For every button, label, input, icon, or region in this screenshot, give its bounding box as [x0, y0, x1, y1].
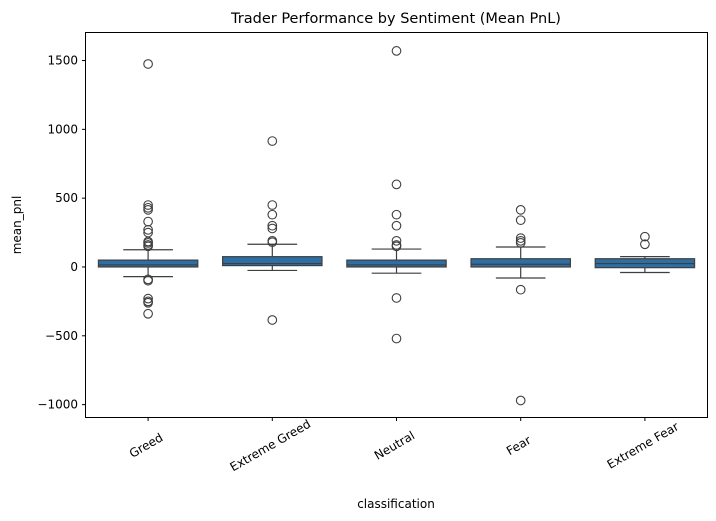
outlier-point	[515, 284, 526, 295]
plot-area	[97, 46, 696, 406]
outlier-point	[391, 220, 402, 231]
outlier-point	[267, 220, 278, 231]
y-tick-label: 0	[70, 260, 78, 274]
outlier-point	[143, 241, 153, 252]
outlier-point	[515, 233, 526, 243]
outlier-point	[515, 238, 526, 248]
y-tick-label: −1000	[37, 398, 78, 412]
outlier-point	[391, 209, 402, 220]
outlier-point	[515, 205, 526, 215]
box-iqr	[97, 259, 199, 268]
outlier-point	[640, 231, 650, 242]
x-tick-label: Neutral	[372, 428, 417, 462]
outlier-point	[143, 216, 153, 227]
outlier-point	[143, 308, 153, 319]
outlier-point	[391, 293, 402, 303]
outlier-point	[267, 200, 278, 210]
x-axis: Greed Extreme Greed Neutral Fear Extreme Fea…	[127, 417, 681, 474]
outlier-point	[391, 333, 402, 344]
outlier-point	[267, 136, 278, 146]
outlier-point	[143, 59, 153, 69]
outlier-point	[143, 293, 153, 304]
box-group	[222, 136, 323, 325]
outlier-point	[391, 241, 402, 252]
outlier-point	[267, 237, 278, 248]
plot-frame	[85, 32, 708, 418]
y-tick-label: 1000	[47, 122, 78, 136]
x-axis-label: classification	[357, 497, 435, 511]
outlier-point	[515, 395, 526, 406]
outlier-point	[640, 239, 650, 250]
chart-title: Trader Performance by Sentiment (Mean Pn…	[230, 11, 561, 27]
x-tick-label: Extreme Fear	[605, 419, 682, 471]
outlier-point	[391, 235, 402, 246]
x-tick-label: Extreme Greed	[228, 417, 314, 474]
outlier-point	[515, 215, 526, 226]
box-group	[97, 59, 199, 319]
outlier-point	[143, 275, 153, 286]
box-iqr	[222, 256, 323, 267]
x-tick-label: Greed	[127, 430, 165, 460]
outlier-point	[391, 46, 402, 56]
outlier-point	[143, 224, 153, 235]
outlier-point	[143, 297, 153, 308]
box-iqr	[470, 258, 571, 268]
outlier-point	[391, 179, 402, 190]
outlier-point	[267, 223, 278, 234]
y-axis: −1000 −500 0 500 1000 1500	[37, 54, 86, 412]
outlier-point	[143, 200, 153, 210]
y-tick-label: 1500	[47, 54, 78, 68]
x-tick-label: Fear	[504, 433, 534, 458]
outlier-point	[267, 315, 278, 325]
y-axis-label: mean_pnl	[10, 196, 24, 255]
box-group	[594, 231, 696, 274]
box-iqr	[346, 259, 447, 268]
box-group	[470, 205, 571, 406]
box-group	[346, 46, 447, 344]
y-tick-label: 500	[55, 191, 78, 205]
outlier-point	[267, 209, 278, 220]
y-tick-label: −500	[45, 329, 78, 343]
outlier-point	[143, 205, 153, 215]
